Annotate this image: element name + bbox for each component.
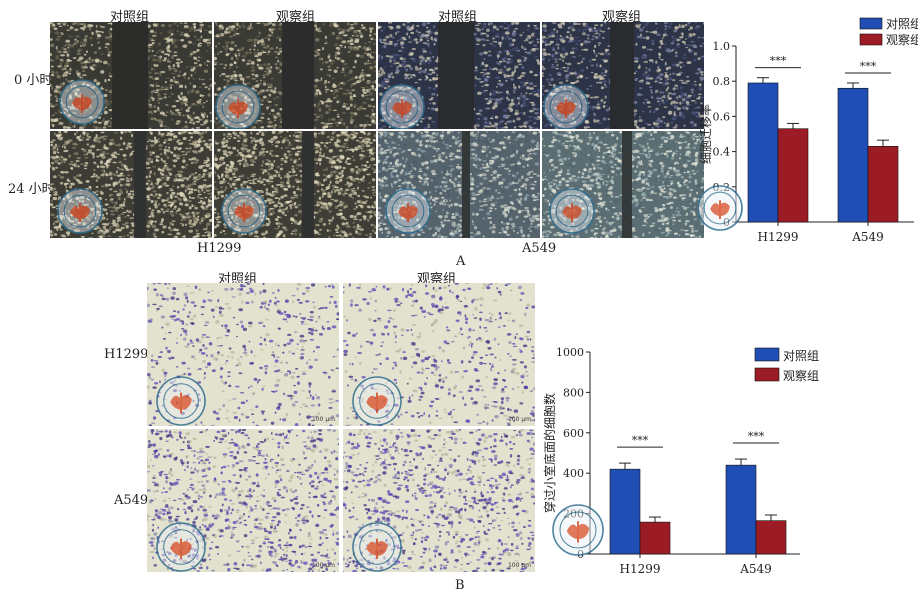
scratch-micrograph xyxy=(214,22,376,129)
scratch-micrograph-texture xyxy=(542,131,704,238)
panel-a-col-title: 对照组 xyxy=(110,10,150,25)
migration-rate-chart-svg: 00.20.40.60.81.0细胞迁移率***H1299***A549对照组观… xyxy=(697,17,922,244)
bar xyxy=(747,82,779,223)
panel-a-col-title: 观察组 xyxy=(602,10,642,25)
journal-seal-watermark xyxy=(215,84,261,129)
bar xyxy=(609,468,641,555)
journal-seal-watermark xyxy=(379,84,425,129)
legend-label: 观察组 xyxy=(886,33,918,47)
scratch-micrograph xyxy=(378,22,540,129)
journal-seal-watermark xyxy=(697,185,743,231)
panel-b-row-label: A549 xyxy=(114,493,149,508)
y-tick-label: 0.6 xyxy=(713,110,731,123)
scratch-micrograph xyxy=(542,22,704,129)
transwell-micrograph: 100 μm xyxy=(343,429,535,572)
y-tick-label: 800 xyxy=(563,386,584,399)
transwell-micrograph-texture xyxy=(343,429,535,572)
cell-line-label: A549 xyxy=(522,241,557,256)
y-tick-label: 0.4 xyxy=(713,146,731,159)
legend-swatch xyxy=(859,33,883,46)
scratch-micrograph xyxy=(214,131,376,238)
y-tick-label: 400 xyxy=(563,467,584,480)
bar xyxy=(867,146,899,223)
journal-seal-watermark xyxy=(57,188,103,234)
significance-label: *** xyxy=(748,430,765,443)
bar xyxy=(755,520,787,555)
legend-label: 对照组 xyxy=(886,17,918,31)
y-axis-label: 细胞迁移率 xyxy=(698,104,713,164)
bar xyxy=(837,87,869,223)
legend-label: 观察组 xyxy=(783,369,819,383)
journal-seal-watermark xyxy=(221,188,267,234)
cell-line-label: H1299 xyxy=(197,241,242,256)
scale-bar-label: 100 μm xyxy=(507,416,531,423)
bar xyxy=(725,464,757,555)
transwell-micrograph-texture xyxy=(147,429,339,572)
y-tick-label: 200 xyxy=(563,508,584,521)
scratch-micrograph-texture xyxy=(378,131,540,238)
legend-swatch xyxy=(754,347,780,362)
invasion-count-chart-svg: 02004006008001000穿过小室底面的细胞数***H1299***A5… xyxy=(542,346,819,576)
transwell-micrograph-texture xyxy=(147,283,339,426)
scratch-micrograph-texture xyxy=(50,22,212,129)
x-tick-label: A549 xyxy=(851,230,884,244)
significance-label: *** xyxy=(860,60,877,73)
journal-seal-watermark xyxy=(156,522,206,572)
legend-swatch xyxy=(754,367,780,382)
significance-label: *** xyxy=(770,55,787,68)
journal-seal-watermark xyxy=(352,522,402,572)
migration-rate-chart: 00.20.40.60.81.0细胞迁移率***H1299***A549对照组观… xyxy=(697,14,922,254)
panel-letter-b: B xyxy=(455,578,465,593)
legend-swatch xyxy=(859,17,883,30)
scratch-micrograph xyxy=(50,22,212,129)
bar xyxy=(639,521,671,555)
x-tick-label: A549 xyxy=(739,562,772,576)
y-tick-label: 0.2 xyxy=(713,181,731,194)
panel-a-col-title: 观察组 xyxy=(276,10,316,25)
panel-b-row-label: H1299 xyxy=(104,347,149,362)
transwell-micrograph: 100 μm xyxy=(343,283,535,426)
journal-seal-watermark xyxy=(59,79,105,125)
x-tick-label: H1299 xyxy=(757,230,798,244)
significance-label: *** xyxy=(632,434,649,447)
journal-seal-watermark xyxy=(156,376,206,426)
scratch-micrograph-texture xyxy=(542,22,704,129)
panel-a-col-title: 对照组 xyxy=(438,10,478,25)
scratch-micrograph-texture xyxy=(214,22,376,129)
transwell-micrograph-texture xyxy=(343,283,535,426)
invasion-count-chart: 02004006008001000穿过小室底面的细胞数***H1299***A5… xyxy=(538,330,888,580)
scratch-micrograph xyxy=(378,131,540,238)
y-tick-label: 1.0 xyxy=(713,40,731,53)
scale-bar-label: 100 μm xyxy=(311,562,335,569)
y-tick-label: 600 xyxy=(563,427,584,440)
scratch-micrograph-texture xyxy=(214,131,376,238)
legend-label: 对照组 xyxy=(783,349,819,363)
panel-a-row-label: 0 小时 xyxy=(14,73,53,88)
bar xyxy=(777,128,809,223)
x-tick-label: H1299 xyxy=(619,562,660,576)
scratch-micrograph-texture xyxy=(378,22,540,129)
scale-bar-label: 100 μm xyxy=(311,416,335,423)
scratch-micrograph xyxy=(542,131,704,238)
scratch-micrograph xyxy=(50,131,212,238)
panel-letter-a: A xyxy=(456,254,466,269)
y-tick-label: 1000 xyxy=(556,346,584,359)
journal-seal-watermark xyxy=(552,504,604,556)
scale-bar-label: 100 μm xyxy=(507,562,531,569)
scratch-micrograph-texture xyxy=(50,131,212,238)
transwell-micrograph: 100 μm xyxy=(147,283,339,426)
y-tick-label: 0.8 xyxy=(713,75,731,88)
transwell-micrograph: 100 μm xyxy=(147,429,339,572)
y-axis-label: 穿过小室底面的细胞数 xyxy=(542,393,557,513)
panel-a-row-label: 24 小时 xyxy=(8,182,55,197)
journal-seal-watermark xyxy=(385,188,431,234)
journal-seal-watermark xyxy=(543,84,589,129)
journal-seal-watermark xyxy=(352,376,402,426)
journal-seal-watermark xyxy=(549,188,595,234)
